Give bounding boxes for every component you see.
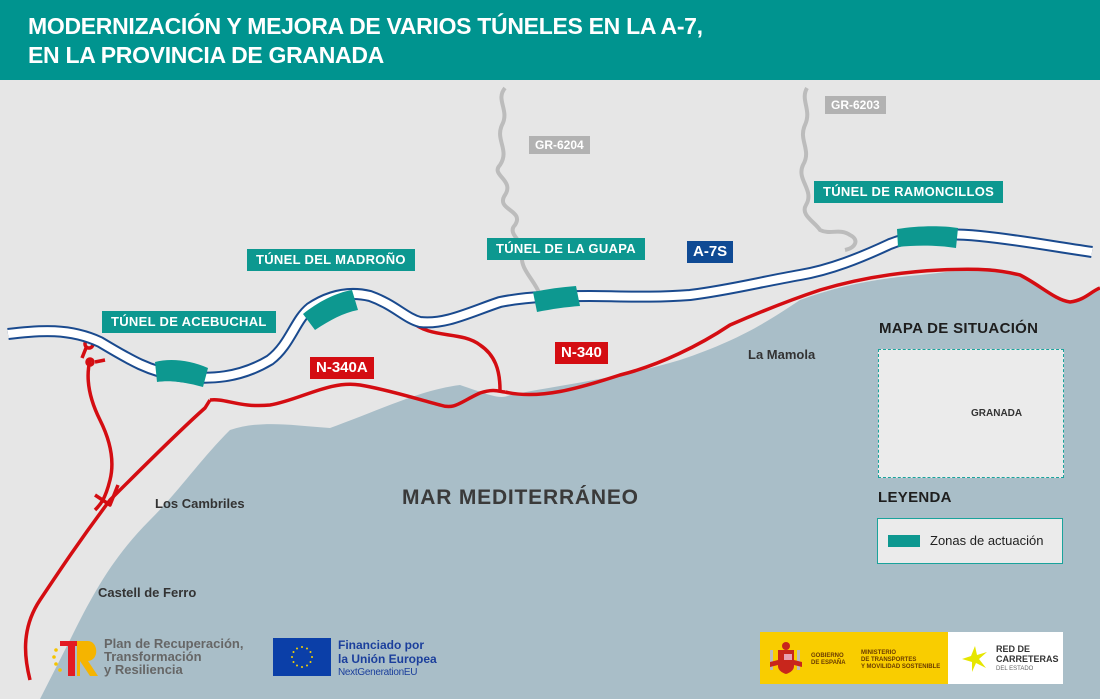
eu-line-2: la Unión Europea: [338, 652, 437, 666]
plan-line-2: Transformación: [104, 649, 202, 664]
title-line-1: MODERNIZACIÓN Y MEJORA DE VARIOS TÚNELES…: [28, 13, 703, 39]
eu-line-1: Financiado por: [338, 638, 425, 652]
gr-6203-road: [799, 86, 858, 252]
tunnel-zone-acebuchal: [155, 360, 208, 387]
situation-map-city-label: GRANADA: [971, 408, 1023, 419]
page-title: MODERNIZACIÓN Y MEJORA DE VARIOS TÚNELES…: [28, 12, 703, 70]
legend-swatch-icon: [888, 535, 920, 547]
road-label-n-340a: N-340A: [310, 357, 374, 379]
ministerio-line-2: DE TRANSPORTES: [861, 657, 917, 663]
sea-area: [40, 268, 1100, 699]
road-label-n-340: N-340: [555, 342, 608, 364]
road-label-gr-6203: GR-6203: [825, 96, 886, 114]
plan-recuperacion-logo-mark: [52, 641, 98, 676]
town-los-cambriles: Los Cambriles: [155, 496, 245, 511]
tunnel-zone-madrono: [303, 290, 358, 330]
n-340a-road: [408, 318, 502, 391]
road-label-gr-6204: GR-6204: [529, 136, 590, 154]
legend-item-label: Zonas de actuación: [930, 533, 1044, 548]
rce-line-1: RED DE: [996, 644, 1031, 654]
ministerio-line-1: MINISTERIO: [861, 650, 897, 656]
tunnel-label-guapa: TÚNEL DE LA GUAPA: [487, 238, 645, 260]
sea-label: MAR MEDITERRÁNEO: [402, 486, 639, 509]
legend-box: Zonas de actuación: [877, 518, 1063, 564]
tunnel-label-ramoncillos: TÚNEL DE RAMONCILLOS: [814, 181, 1004, 203]
plan-line-3: y Resiliencia: [104, 662, 183, 677]
tunnel-label-madrono: TÚNEL DEL MADROÑO: [247, 249, 415, 271]
rce-line-2: CARRETERAS: [996, 654, 1059, 664]
town-castell-de-ferro: Castell de Ferro: [98, 585, 197, 600]
eu-flag-icon: [273, 638, 331, 676]
coat-of-arms-icon: [770, 642, 802, 674]
legend-title: LEYENDA: [878, 489, 952, 506]
tunnel-label-acebuchal: TÚNEL DE ACEBUCHAL: [102, 311, 276, 333]
plan-line-1: Plan de Recuperación,: [104, 636, 244, 651]
rce-line-3: DEL ESTADO: [996, 666, 1034, 672]
ministerio-line-3: Y MOVILIDAD SOSTENIBLE: [861, 664, 941, 670]
road-label-a-7s: A-7S: [687, 241, 734, 263]
title-line-2: EN LA PROVINCIA DE GRANADA: [28, 42, 384, 68]
rce-star-icon: [962, 646, 987, 672]
n-340-road: [23, 399, 212, 681]
tunnel-zone-ramoncillos: [897, 226, 958, 248]
gobierno-espana-logo: GOBIERNO DE ESPAÑA MINISTERIO DE TRANSPO…: [760, 632, 1063, 684]
tunnel-zone-guapa: [533, 286, 580, 312]
town-la-mamola: La Mamola: [748, 347, 816, 362]
situation-map-inset: [878, 349, 1064, 478]
situation-map-title: MAPA DE SITUACIÓN: [879, 320, 1039, 337]
title-banner: MODERNIZACIÓN Y MEJORA DE VARIOS TÚNELES…: [0, 0, 1100, 80]
gobierno-line-2: DE ESPAÑA: [811, 660, 846, 666]
gobierno-line-1: GOBIERNO: [811, 653, 844, 659]
rce-logo: RED DE CARRETERAS DEL ESTADO: [948, 632, 1063, 684]
eu-line-3: NextGenerationEU: [338, 667, 418, 678]
